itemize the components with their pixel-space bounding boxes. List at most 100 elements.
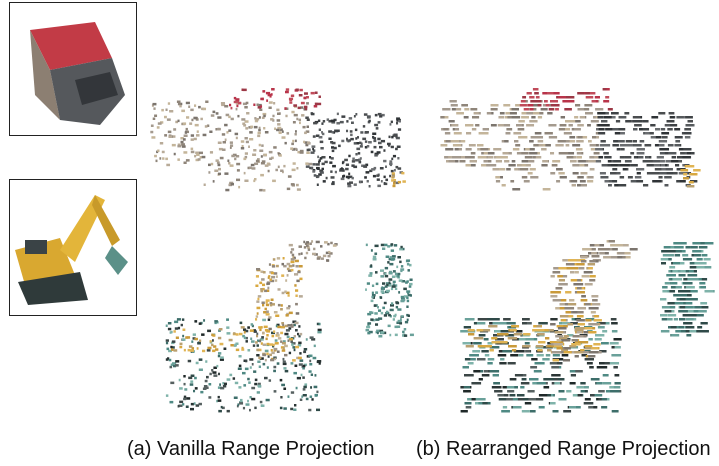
point xyxy=(268,276,270,279)
point xyxy=(298,107,301,110)
point xyxy=(551,374,560,377)
point xyxy=(577,156,582,159)
point xyxy=(548,124,556,127)
point xyxy=(368,141,372,144)
point xyxy=(348,173,350,176)
point xyxy=(168,102,170,105)
point xyxy=(331,120,335,123)
point xyxy=(643,160,649,163)
point xyxy=(610,244,620,247)
point xyxy=(304,257,306,260)
point xyxy=(191,340,193,343)
point xyxy=(246,112,249,115)
point xyxy=(287,132,290,135)
point xyxy=(257,135,260,138)
point xyxy=(628,176,633,179)
point xyxy=(233,377,235,380)
point xyxy=(164,134,167,137)
point xyxy=(595,148,603,151)
point xyxy=(228,129,231,132)
point xyxy=(247,378,250,381)
point xyxy=(687,294,692,297)
point xyxy=(564,108,572,111)
point xyxy=(396,266,398,269)
point xyxy=(522,378,527,381)
point xyxy=(638,180,643,183)
point xyxy=(213,111,216,114)
point xyxy=(225,139,227,142)
point xyxy=(537,382,546,385)
point xyxy=(274,348,278,351)
point xyxy=(330,141,333,144)
point xyxy=(358,152,361,155)
point xyxy=(615,132,620,135)
point xyxy=(675,330,682,333)
point xyxy=(655,168,661,171)
point xyxy=(175,327,178,330)
point xyxy=(305,117,309,120)
point xyxy=(575,327,585,330)
point xyxy=(243,384,246,387)
point xyxy=(199,358,203,361)
point xyxy=(521,152,529,155)
point xyxy=(660,314,668,317)
point xyxy=(251,164,255,167)
point xyxy=(245,127,248,130)
point xyxy=(246,403,250,406)
point xyxy=(297,333,299,336)
point xyxy=(391,249,394,252)
point xyxy=(280,340,282,343)
point xyxy=(635,176,641,179)
point xyxy=(619,116,627,119)
point xyxy=(363,125,365,128)
point xyxy=(676,116,683,119)
point xyxy=(249,358,253,361)
point xyxy=(177,145,181,148)
point xyxy=(218,173,221,176)
point xyxy=(384,273,386,276)
point xyxy=(531,116,535,119)
point xyxy=(586,319,592,322)
point xyxy=(287,188,290,191)
point xyxy=(496,160,502,163)
point xyxy=(687,185,695,188)
point xyxy=(173,135,176,138)
point xyxy=(167,118,171,121)
point xyxy=(299,119,302,122)
point xyxy=(683,173,687,176)
point xyxy=(605,128,612,131)
point xyxy=(700,330,709,333)
point xyxy=(510,329,517,332)
point xyxy=(578,267,584,270)
point xyxy=(182,403,184,406)
point xyxy=(401,172,404,175)
point xyxy=(528,104,533,107)
point xyxy=(216,365,218,368)
point xyxy=(236,179,240,182)
point xyxy=(684,132,692,135)
point xyxy=(653,160,660,163)
point xyxy=(479,156,487,159)
point xyxy=(191,134,194,137)
point xyxy=(168,131,172,134)
point xyxy=(290,340,293,343)
point xyxy=(577,152,582,155)
point xyxy=(291,343,293,346)
point xyxy=(359,161,362,164)
point xyxy=(224,172,228,175)
point xyxy=(279,154,282,157)
point xyxy=(285,115,287,118)
point xyxy=(294,273,298,276)
point xyxy=(577,287,582,290)
point xyxy=(407,263,409,266)
point xyxy=(404,328,407,331)
point xyxy=(254,383,257,386)
point xyxy=(220,343,224,346)
point xyxy=(355,129,357,132)
point xyxy=(672,270,677,273)
point xyxy=(408,315,410,318)
point xyxy=(488,156,493,159)
point xyxy=(179,346,182,349)
point xyxy=(665,254,671,257)
point xyxy=(674,318,678,321)
